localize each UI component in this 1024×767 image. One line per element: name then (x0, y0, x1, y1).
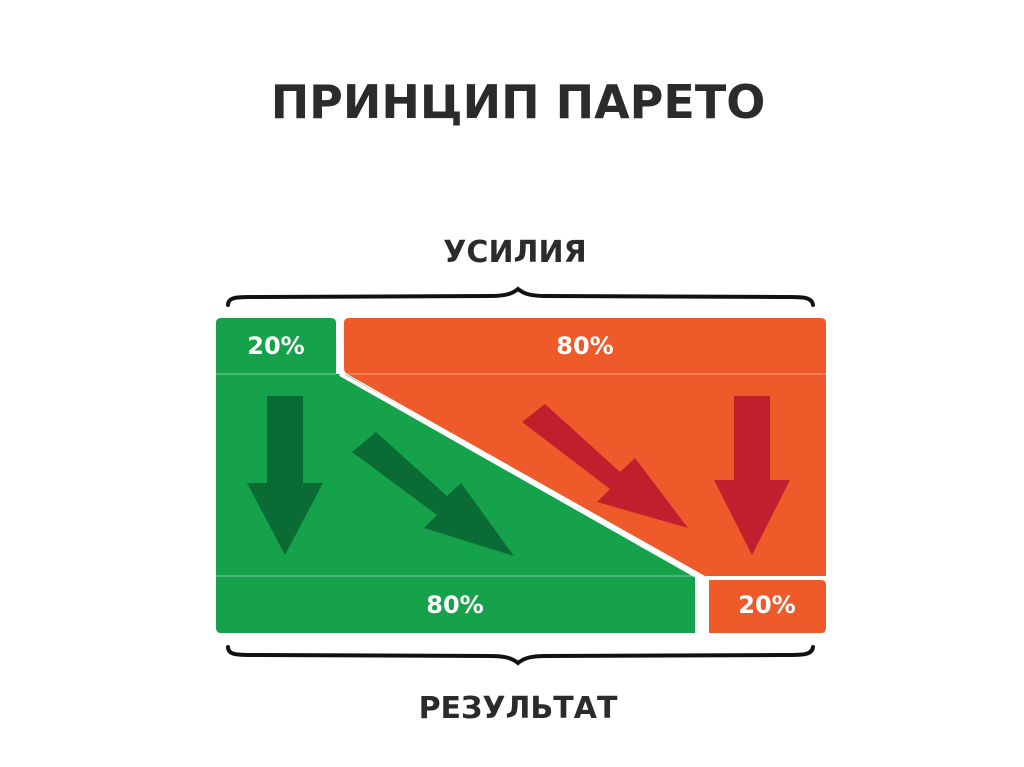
effort-label: УСИЛИЯ (443, 235, 586, 270)
green-region (216, 318, 695, 633)
diagonal-divider (339, 372, 701, 580)
arrow-diagonal-icon (522, 404, 688, 528)
result-brace (226, 645, 815, 666)
page-title: ПРИНЦИП ПАРЕТО (271, 75, 766, 129)
effort-green-share: 20% (247, 332, 304, 360)
result-green-share: 80% (426, 591, 483, 619)
result-label: РЕЗУЛЬТАТ (419, 691, 618, 726)
arrow-diagonal-icon (352, 432, 514, 556)
effort-brace (226, 286, 815, 307)
arrow-down-icon (714, 396, 790, 555)
result-red-share: 20% (738, 591, 795, 619)
effort-red-share: 80% (556, 332, 613, 360)
arrow-down-icon (247, 396, 323, 555)
orange-result-cell (709, 580, 826, 633)
